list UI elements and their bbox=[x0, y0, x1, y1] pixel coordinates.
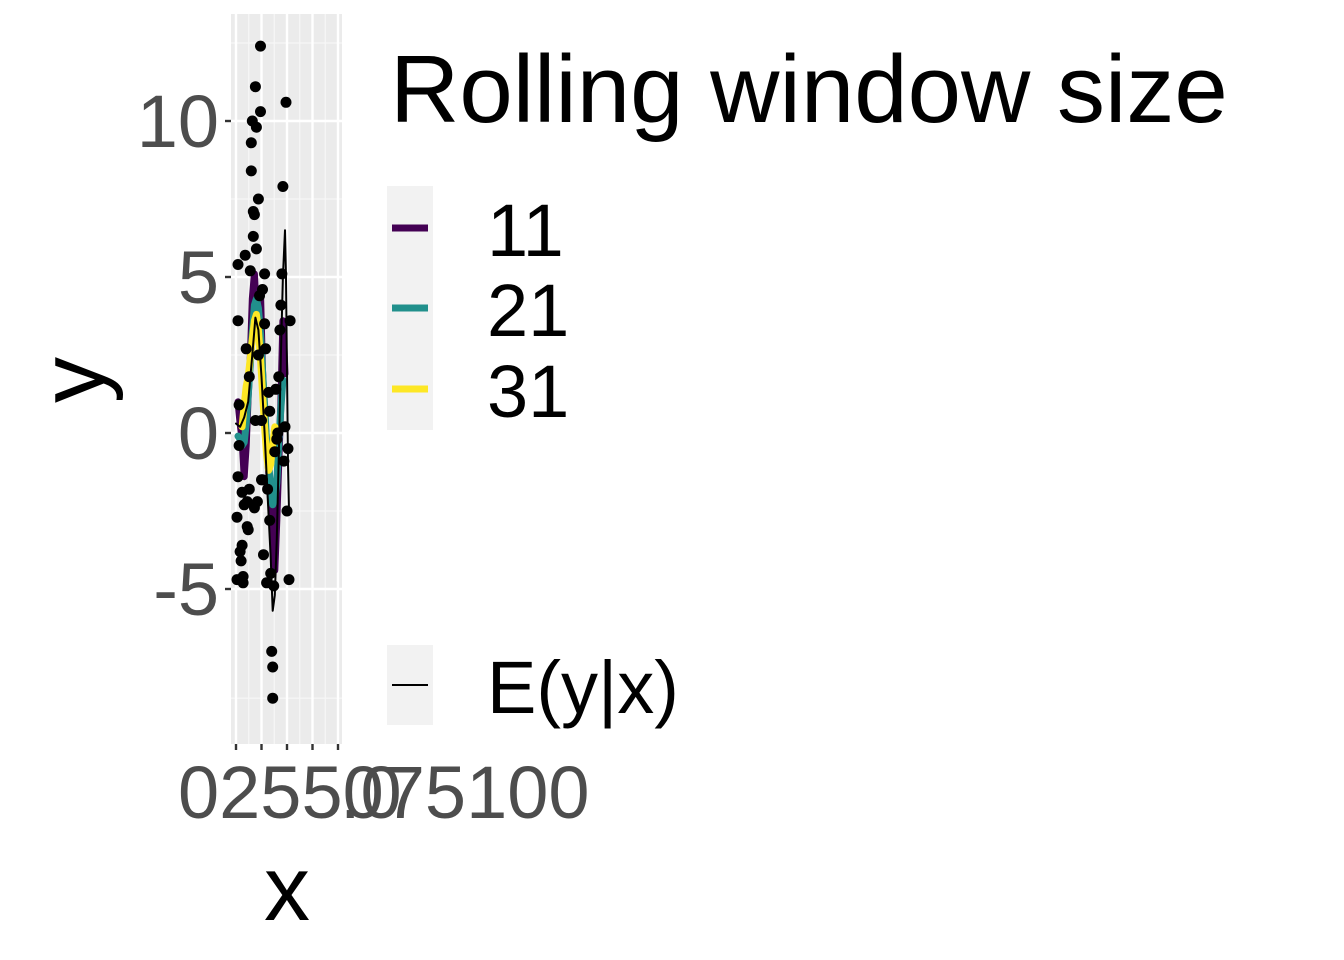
scatter-point bbox=[259, 318, 271, 330]
scatter-point bbox=[243, 371, 255, 383]
scatter-point bbox=[237, 577, 249, 589]
scatter-point bbox=[267, 661, 279, 673]
scatter-point bbox=[231, 511, 243, 523]
scatter-point bbox=[258, 549, 269, 561]
legend-label-expected: E(y|x) bbox=[487, 646, 679, 729]
scatter-point bbox=[245, 137, 257, 149]
scatter-point bbox=[272, 427, 284, 439]
scatter-point bbox=[266, 645, 278, 657]
scatter-point bbox=[277, 181, 289, 192]
scatter-point bbox=[248, 209, 260, 221]
scatter-point bbox=[284, 315, 296, 327]
legend: Rolling window size 11 21 31 E(y|x) bbox=[387, 36, 1228, 729]
legend-label-11: 11 bbox=[487, 189, 564, 272]
scatter-point bbox=[270, 383, 282, 395]
scatter-point bbox=[274, 324, 286, 336]
scatter-point bbox=[232, 259, 244, 270]
scatter-point bbox=[260, 343, 272, 355]
scatter-point bbox=[257, 284, 268, 295]
scatter-point bbox=[232, 315, 244, 327]
y-tick-label: 10 bbox=[137, 80, 219, 163]
scatter-point bbox=[281, 505, 293, 517]
legend-label-31: 31 bbox=[487, 350, 569, 433]
scatter-point bbox=[255, 40, 266, 52]
scatter-point bbox=[283, 574, 295, 586]
scatter-point bbox=[252, 193, 264, 205]
scatter-point bbox=[265, 567, 277, 579]
scatter-point bbox=[280, 96, 292, 108]
scatter-point bbox=[269, 446, 281, 458]
scatter-point bbox=[250, 243, 262, 255]
scatter-point bbox=[276, 268, 288, 280]
scatter-point bbox=[273, 371, 285, 383]
x-tick-labels: 0255075100 bbox=[178, 751, 590, 834]
scatter-point bbox=[235, 555, 247, 567]
y-tick-label: -5 bbox=[153, 548, 219, 631]
scatter-point bbox=[249, 81, 261, 93]
scatter-point bbox=[242, 524, 254, 536]
scatter-point bbox=[250, 121, 262, 133]
scatter-point bbox=[239, 249, 251, 261]
y-tick-label: 0 bbox=[178, 392, 219, 475]
scatter-point bbox=[257, 474, 268, 486]
scatter-point bbox=[264, 405, 276, 417]
y-axis: -5 0 5 10 bbox=[137, 80, 231, 631]
scatter-point bbox=[245, 165, 257, 177]
scatter-point bbox=[279, 421, 291, 433]
scatter-point bbox=[240, 343, 252, 355]
y-axis-title: y bbox=[22, 357, 124, 403]
scatter-point bbox=[233, 440, 245, 451]
scatter-point bbox=[264, 514, 276, 526]
scatter-point bbox=[232, 471, 244, 483]
x-axis-title: x bbox=[264, 838, 310, 940]
legend-label-21: 21 bbox=[487, 269, 569, 352]
scatter-point bbox=[282, 443, 294, 455]
scatter-point bbox=[278, 455, 290, 467]
scatter-point bbox=[267, 692, 279, 704]
x-axis: 0255075100.0 bbox=[178, 744, 590, 834]
scatter-point bbox=[275, 299, 287, 311]
scatter-point bbox=[233, 399, 245, 411]
scatter-point bbox=[252, 349, 264, 361]
scatter-point bbox=[251, 496, 263, 508]
scatter-point bbox=[243, 483, 255, 495]
scatter-point bbox=[255, 106, 266, 118]
scatter-point bbox=[247, 230, 259, 242]
scatter-point bbox=[241, 496, 253, 508]
scatter-point bbox=[262, 483, 274, 495]
scatter-points bbox=[231, 40, 296, 704]
x-tick-label-suffix: .0 bbox=[340, 751, 402, 834]
scatter-point bbox=[244, 265, 256, 277]
scatter-point bbox=[259, 268, 271, 280]
scatter-point bbox=[256, 415, 267, 426]
legend-title: Rolling window size bbox=[390, 36, 1228, 143]
y-tick-label: 5 bbox=[178, 236, 219, 319]
scatter-point bbox=[268, 580, 280, 592]
scatter-point bbox=[236, 539, 248, 551]
